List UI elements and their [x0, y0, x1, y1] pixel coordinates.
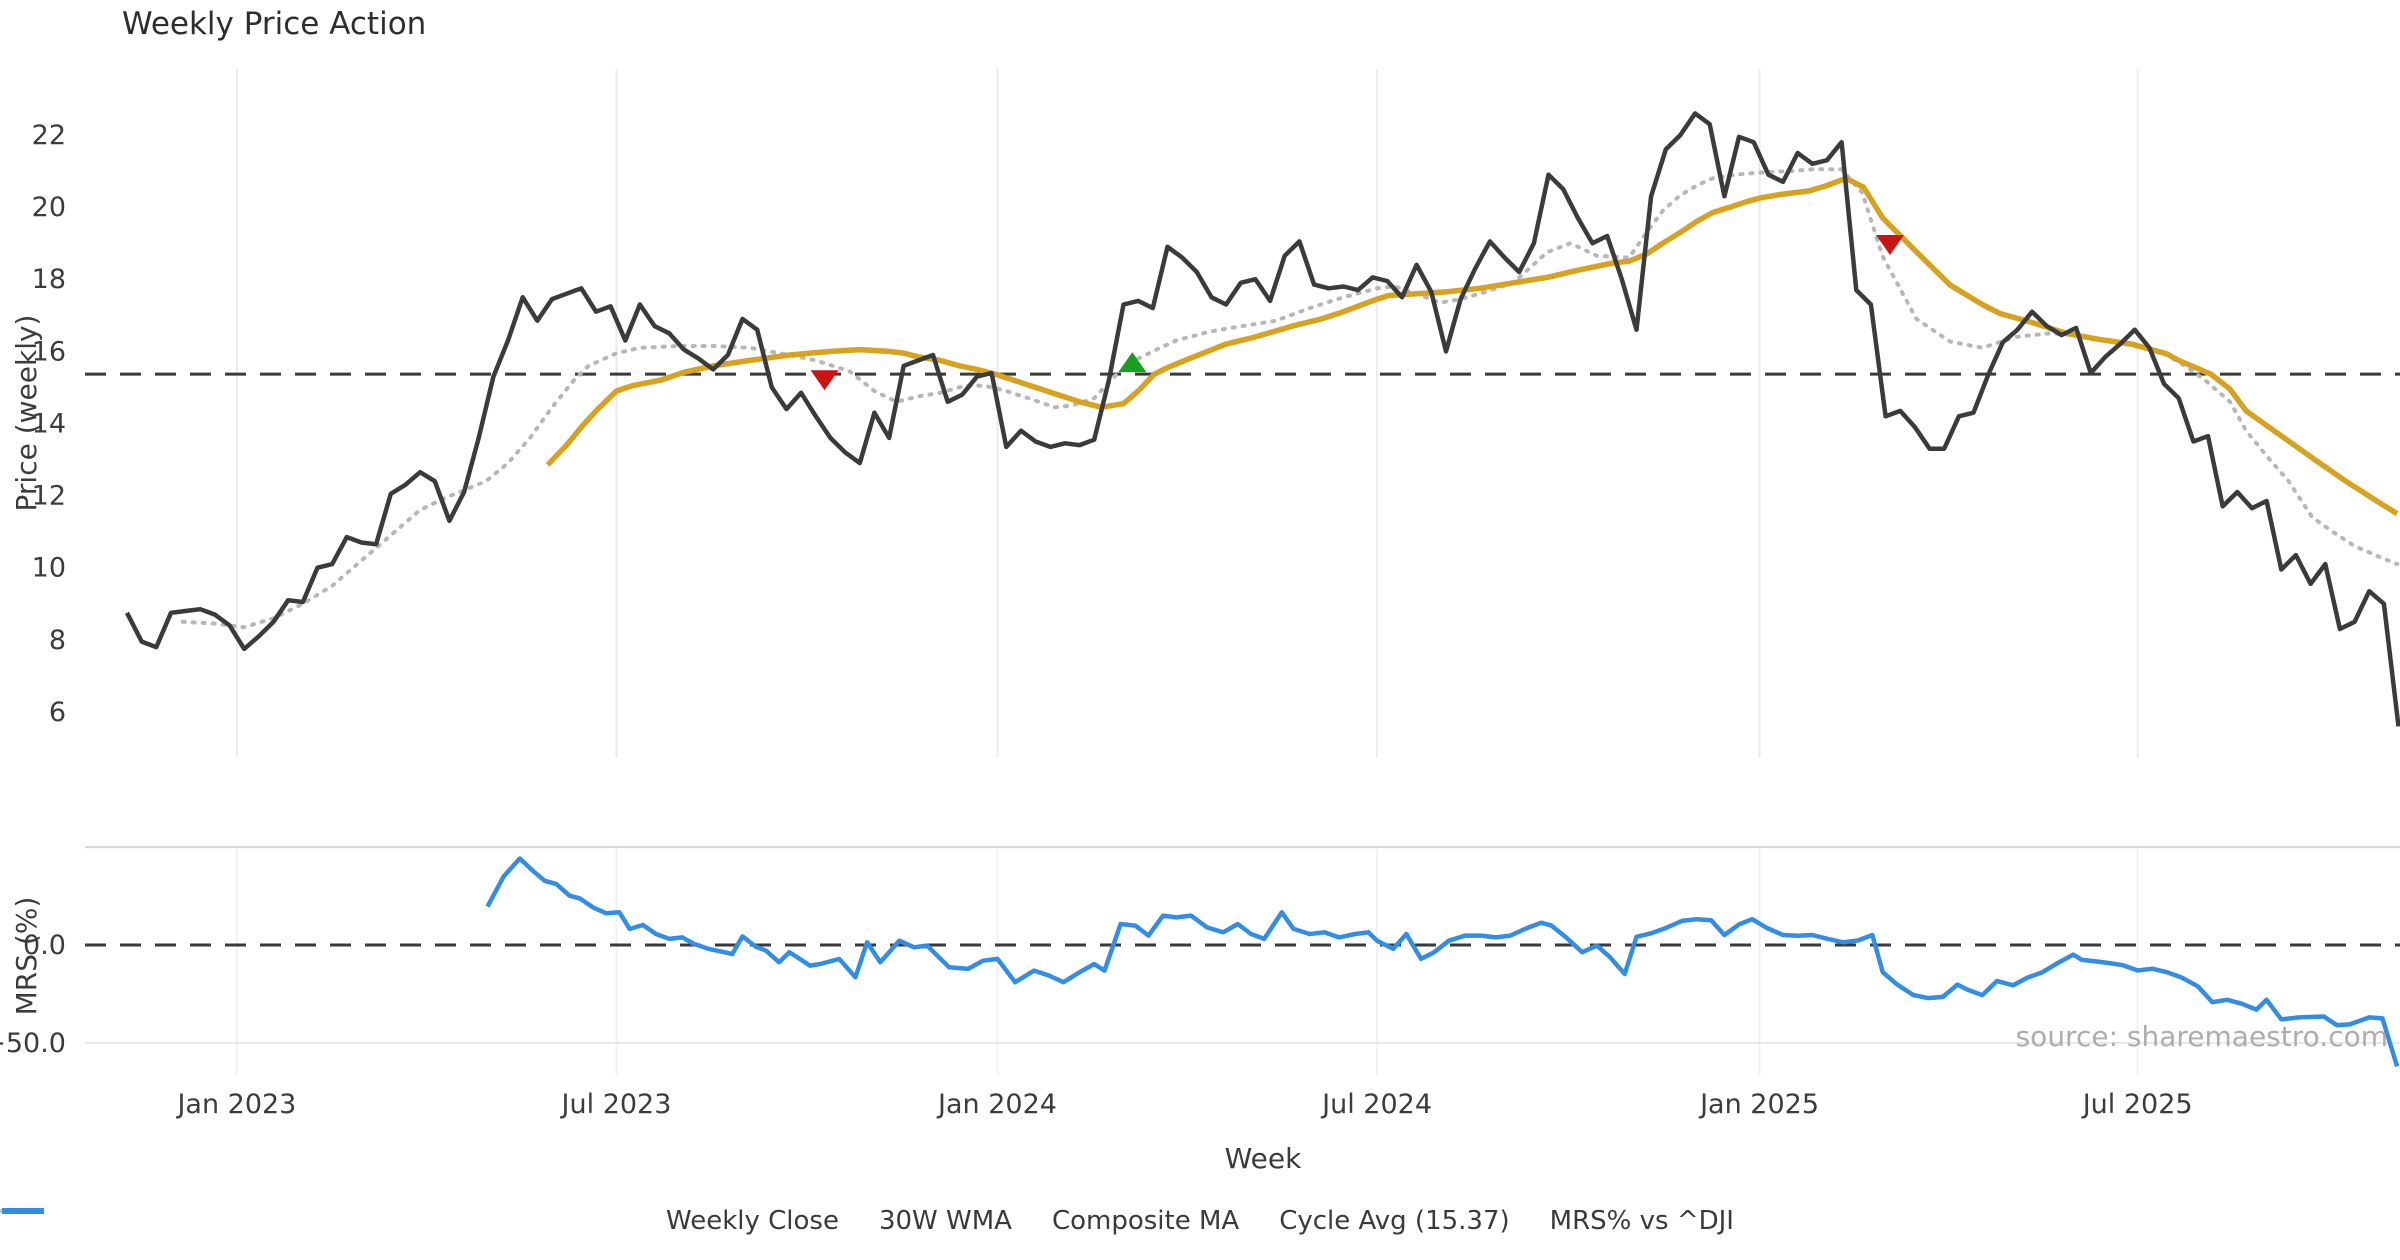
legend-swatch-icon [2, 1208, 44, 1214]
legend-item-composite-ma: Composite MA [0, 1206, 1240, 1236]
label-layer: Price (weekly) MRS (%) Week source: shar… [0, 120, 2388, 1175]
price-tick-20: 20 [32, 192, 66, 223]
mrs-tick-0: 0.0 [23, 930, 66, 961]
price-tick-14: 14 [32, 408, 66, 439]
series-layer [85, 111, 2400, 1068]
price-tick-16: 16 [32, 336, 66, 367]
source-attribution: source: sharemaestro.com [2016, 1020, 2388, 1053]
legend-label: Composite MA [1051, 1206, 1240, 1236]
legend-item-weekly-close: Weekly Close [2, 1206, 839, 1236]
price-tick-22: 22 [32, 120, 66, 151]
x-tick-jan-2025: Jan 2025 [1698, 1089, 1819, 1120]
x-tick-jul-2023: Jul 2023 [560, 1089, 672, 1120]
legend-label: Weekly Close [666, 1206, 839, 1236]
legend-label: Cycle Avg (15.37) [1279, 1206, 1510, 1236]
price-axis-label: Price (weekly) [10, 315, 43, 512]
buy-marker-1 [1118, 352, 1147, 373]
legend-label: MRS% vs ^DJI [1549, 1206, 1734, 1236]
week-axis-label: Week [1225, 1142, 1302, 1175]
x-tick-jul-2024: Jul 2024 [1320, 1089, 1432, 1120]
composite-ma-line [180, 167, 2400, 630]
mrs-line [485, 856, 2400, 1068]
price-tick-10: 10 [32, 553, 66, 584]
legend-item-mrs-vs-dji: MRS% vs ^DJI [2, 1206, 1734, 1236]
x-tick-jan-2024: Jan 2024 [936, 1089, 1057, 1120]
grid-layer [85, 69, 2400, 1075]
mrs-axis-label: MRS (%) [10, 897, 43, 1016]
wma-line [545, 175, 2399, 516]
legend-label: 30W WMA [878, 1206, 1012, 1236]
price-tick-8: 8 [49, 625, 66, 656]
legend-item-cycle-avg-15-37-: Cycle Avg (15.37) [2, 1206, 1510, 1236]
x-tick-jan-2023: Jan 2023 [175, 1089, 296, 1120]
weekly-close-line [124, 111, 2400, 727]
legend: Weekly Close 30W WMA Composite MA Cycle Avg… [0, 1206, 2400, 1236]
chart-title: Weekly Price Action [122, 6, 427, 42]
price-tick-6: 6 [49, 697, 66, 728]
price-tick-12: 12 [32, 481, 66, 512]
mrs-tick--50: −50.0 [0, 1028, 66, 1059]
sell-marker-2 [1875, 234, 1904, 255]
legend-item-30w-wma: 30W WMA [2, 1206, 1012, 1236]
sell-marker-1 [810, 370, 839, 391]
x-tick-jul-2025: Jul 2025 [2081, 1089, 2193, 1120]
price-tick-18: 18 [32, 264, 66, 295]
